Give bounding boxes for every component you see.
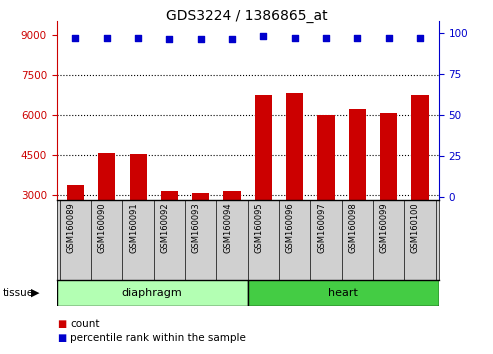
Text: GSM160095: GSM160095	[254, 202, 263, 253]
Text: GSM160098: GSM160098	[349, 202, 357, 253]
Text: GSM160094: GSM160094	[223, 202, 232, 253]
Point	[291, 35, 299, 40]
Point	[103, 35, 111, 40]
Text: heart: heart	[328, 288, 358, 298]
Point	[322, 35, 330, 40]
Text: GSM160093: GSM160093	[192, 202, 201, 253]
Bar	[57, 280, 247, 306]
Text: GSM160099: GSM160099	[380, 202, 388, 253]
Point	[71, 35, 79, 40]
Text: ■: ■	[57, 319, 66, 329]
Point	[166, 36, 174, 42]
Text: percentile rank within the sample: percentile rank within the sample	[70, 333, 246, 343]
Bar	[130, 154, 147, 275]
Bar	[98, 153, 115, 275]
Bar	[247, 280, 439, 306]
Point	[197, 36, 205, 42]
Point	[385, 35, 392, 40]
Point	[228, 36, 236, 42]
Bar	[349, 109, 366, 275]
Text: ■: ■	[57, 333, 66, 343]
Text: GSM160092: GSM160092	[160, 202, 170, 253]
Point	[416, 35, 424, 40]
Bar	[380, 113, 397, 275]
Text: GSM160090: GSM160090	[98, 202, 107, 253]
Text: diaphragm: diaphragm	[122, 288, 182, 298]
Point	[259, 33, 267, 39]
Bar	[223, 191, 241, 275]
Bar	[67, 185, 84, 275]
Text: GSM160100: GSM160100	[411, 202, 420, 253]
Bar	[286, 93, 303, 275]
Text: GSM160096: GSM160096	[286, 202, 295, 253]
Text: ▶: ▶	[31, 288, 40, 298]
Bar	[192, 193, 210, 275]
Text: tissue: tissue	[2, 288, 34, 298]
Point	[134, 35, 142, 40]
Bar	[411, 95, 428, 275]
Text: count: count	[70, 319, 100, 329]
Bar	[317, 115, 335, 275]
Bar	[255, 95, 272, 275]
Point	[353, 35, 361, 40]
Text: GSM160091: GSM160091	[129, 202, 138, 253]
Text: GSM160097: GSM160097	[317, 202, 326, 253]
Text: GDS3224 / 1386865_at: GDS3224 / 1386865_at	[166, 9, 327, 23]
Text: GSM160089: GSM160089	[67, 202, 75, 253]
Bar	[161, 191, 178, 275]
